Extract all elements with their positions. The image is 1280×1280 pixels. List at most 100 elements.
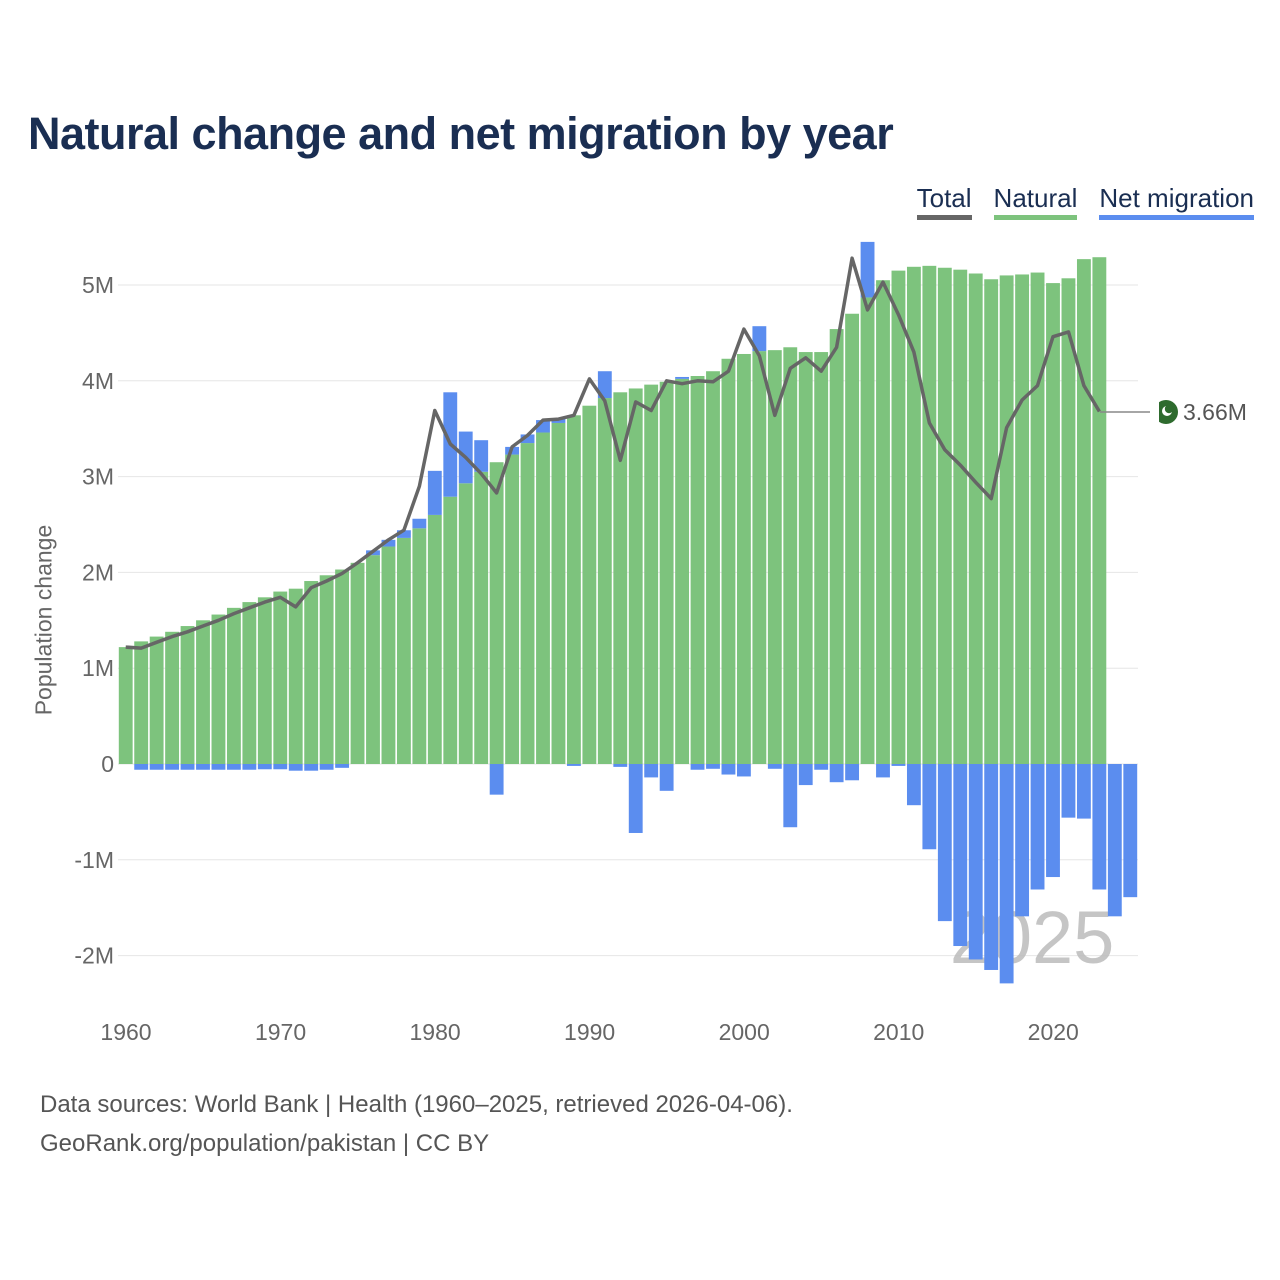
natural-bar-2022[interactable] xyxy=(1076,259,1091,764)
natural-bar-1978[interactable] xyxy=(396,537,411,764)
natural-bar-1960[interactable] xyxy=(118,647,133,764)
natural-bar-1980[interactable] xyxy=(427,514,442,764)
natural-bar-2011[interactable] xyxy=(906,266,921,764)
natural-bar-1982[interactable] xyxy=(458,483,473,764)
natural-bar-1983[interactable] xyxy=(474,471,489,764)
natural-bar-1974[interactable] xyxy=(335,569,350,764)
natural-bar-1973[interactable] xyxy=(319,575,334,764)
migration-bar-2009[interactable] xyxy=(876,764,890,778)
natural-bar-2017[interactable] xyxy=(999,275,1014,764)
natural-bar-1965[interactable] xyxy=(196,620,210,764)
natural-bar-2023[interactable] xyxy=(1092,257,1107,764)
migration-bar-2021[interactable] xyxy=(1061,764,1076,818)
natural-bar-1964[interactable] xyxy=(180,626,195,764)
natural-bar-1961[interactable] xyxy=(134,641,149,764)
migration-bar-2003[interactable] xyxy=(783,764,798,828)
natural-bar-2000[interactable] xyxy=(736,353,751,764)
natural-bar-1993[interactable] xyxy=(628,388,643,764)
natural-bar-1975[interactable] xyxy=(350,562,365,764)
natural-bar-1987[interactable] xyxy=(536,432,550,764)
natural-bar-2005[interactable] xyxy=(814,352,829,764)
natural-bar-1998[interactable] xyxy=(706,371,720,764)
migration-bar-1989[interactable] xyxy=(566,764,581,766)
natural-bar-1991[interactable] xyxy=(597,398,612,764)
migration-bar-1991[interactable] xyxy=(597,371,612,399)
migration-bar-1969[interactable] xyxy=(257,764,272,770)
migration-bar-1993[interactable] xyxy=(628,764,643,833)
natural-bar-2019[interactable] xyxy=(1030,272,1045,764)
natural-bar-2012[interactable] xyxy=(922,265,937,764)
migration-bar-2020[interactable] xyxy=(1046,764,1060,878)
migration-bar-2012[interactable] xyxy=(922,764,937,850)
natural-bar-2018[interactable] xyxy=(1015,274,1030,764)
natural-bar-1984[interactable] xyxy=(489,462,504,764)
migration-bar-1972[interactable] xyxy=(304,764,319,771)
natural-bar-1969[interactable] xyxy=(257,597,272,764)
migration-bar-2019[interactable] xyxy=(1030,764,1045,890)
total-line[interactable] xyxy=(125,256,1101,650)
migration-bar-2002[interactable] xyxy=(767,764,782,769)
migration-bar-2014[interactable] xyxy=(953,764,968,947)
migration-bar-1967[interactable] xyxy=(226,764,241,770)
migration-bar-1995[interactable] xyxy=(659,764,674,791)
migration-bar-2008[interactable] xyxy=(860,241,875,298)
migration-bar-1978[interactable] xyxy=(396,530,411,538)
natural-bar-1968[interactable] xyxy=(242,602,257,764)
migration-bar-1979[interactable] xyxy=(412,518,427,529)
natural-bar-2013[interactable] xyxy=(937,267,952,764)
migration-bar-1984[interactable] xyxy=(489,764,504,795)
natural-bar-1992[interactable] xyxy=(613,392,628,764)
natural-bar-2002[interactable] xyxy=(767,350,782,764)
natural-bar-1981[interactable] xyxy=(443,496,458,764)
natural-bar-1999[interactable] xyxy=(721,358,736,764)
migration-bar-2015[interactable] xyxy=(968,764,983,960)
migration-bar-1971[interactable] xyxy=(288,764,303,771)
migration-bar-2010[interactable] xyxy=(891,764,906,766)
migration-bar-2001[interactable] xyxy=(752,326,767,352)
natural-bar-1967[interactable] xyxy=(226,607,241,764)
natural-bar-2016[interactable] xyxy=(984,279,999,764)
migration-bar-1980[interactable] xyxy=(427,470,442,515)
migration-bar-2004[interactable] xyxy=(798,764,813,786)
natural-bar-2015[interactable] xyxy=(968,273,983,764)
migration-bar-1997[interactable] xyxy=(690,764,705,770)
migration-bar-2018[interactable] xyxy=(1015,764,1030,917)
migration-bar-1983[interactable] xyxy=(474,440,489,472)
natural-bar-1970[interactable] xyxy=(273,591,288,764)
natural-bar-1990[interactable] xyxy=(582,405,597,764)
natural-bar-1977[interactable] xyxy=(381,546,396,764)
natural-bar-2021[interactable] xyxy=(1061,278,1076,764)
natural-bar-1989[interactable] xyxy=(566,415,581,764)
natural-bar-1986[interactable] xyxy=(520,443,535,764)
natural-bar-2010[interactable] xyxy=(891,270,906,764)
migration-bar-2013[interactable] xyxy=(937,764,952,922)
migration-bar-1961[interactable] xyxy=(134,764,149,770)
legend-item-net-migration[interactable]: Net migration xyxy=(1099,183,1254,220)
natural-bar-2004[interactable] xyxy=(798,352,813,764)
migration-bar-2006[interactable] xyxy=(829,764,844,783)
migration-bar-1965[interactable] xyxy=(196,764,210,770)
natural-bar-1997[interactable] xyxy=(690,376,705,764)
migration-bar-1994[interactable] xyxy=(644,764,659,778)
migration-bar-1966[interactable] xyxy=(211,764,226,770)
natural-bar-1979[interactable] xyxy=(412,528,427,764)
natural-bar-2007[interactable] xyxy=(845,313,860,764)
migration-bar-2011[interactable] xyxy=(906,764,921,806)
natural-bar-1985[interactable] xyxy=(505,454,520,764)
natural-bar-1966[interactable] xyxy=(211,614,226,764)
migration-bar-1992[interactable] xyxy=(613,764,628,767)
migration-bar-1970[interactable] xyxy=(273,764,288,770)
natural-bar-1972[interactable] xyxy=(304,581,319,764)
natural-bar-2006[interactable] xyxy=(829,329,844,764)
migration-bar-1999[interactable] xyxy=(721,764,736,775)
natural-bar-1996[interactable] xyxy=(675,378,690,764)
migration-bar-1973[interactable] xyxy=(319,764,334,770)
migration-bar-1996[interactable] xyxy=(675,376,690,379)
natural-bar-2008[interactable] xyxy=(860,297,875,764)
legend-item-natural[interactable]: Natural xyxy=(993,183,1078,220)
migration-bar-2017[interactable] xyxy=(999,764,1014,984)
natural-bar-2001[interactable] xyxy=(752,351,767,764)
migration-bar-2016[interactable] xyxy=(984,764,999,970)
source-link[interactable]: GeoRank.org/population/pakistan | CC BY xyxy=(40,1130,490,1157)
natural-bar-1995[interactable] xyxy=(659,381,674,764)
